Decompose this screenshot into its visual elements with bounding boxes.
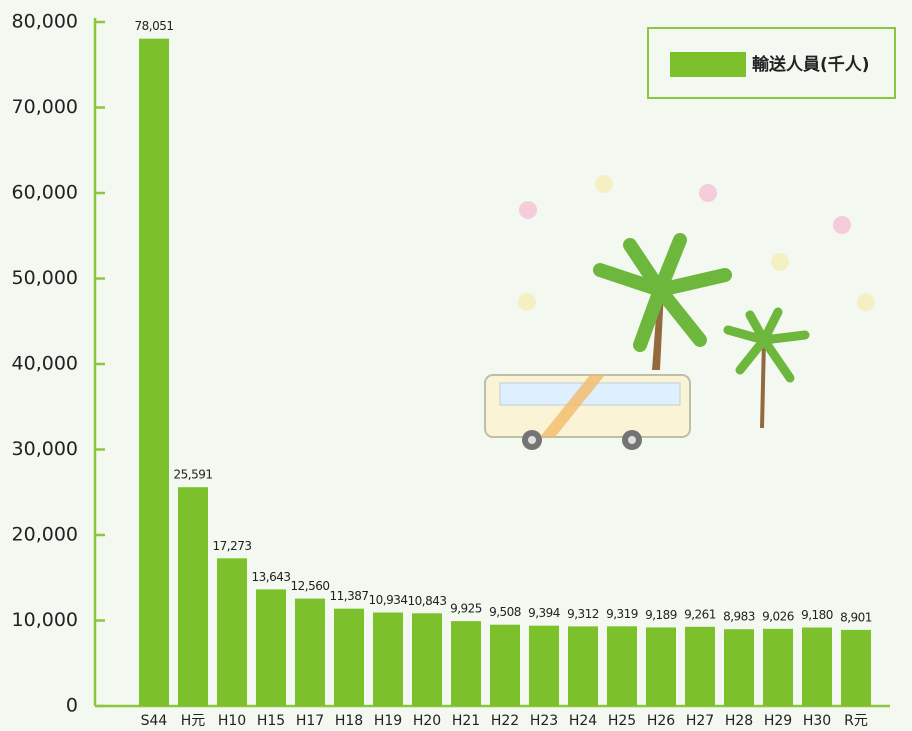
x-tick-label: H21 [452,713,480,729]
value-label: 11,387 [330,589,369,603]
x-tick-label: H15 [257,713,285,729]
x-tick-label: H10 [218,713,246,729]
bar [217,558,247,706]
value-label: 78,051 [135,19,174,33]
bar [802,627,832,706]
x-tick-label: H27 [686,713,714,729]
x-tick-label: H元 [181,713,206,729]
bar [529,625,559,706]
value-label: 10,843 [408,594,447,608]
legend-box [647,27,896,99]
x-tick-label: H19 [374,713,402,729]
x-tick-label: H26 [647,713,675,729]
bar [763,628,793,706]
y-tick-label: 20,000 [12,524,78,546]
value-label: 12,560 [291,579,330,593]
y-tick-label: 40,000 [12,353,78,375]
decoration [484,175,875,450]
value-label: 8,983 [723,610,755,624]
y-tick-label: 10,000 [12,609,78,631]
bar [256,589,286,706]
bar [490,624,520,706]
x-tick-label: H24 [569,713,597,729]
x-tick-label: S44 [141,713,168,729]
value-label: 13,643 [252,570,291,584]
value-label: 9,394 [528,606,560,620]
value-label: 10,934 [369,593,408,607]
y-tick-label: 80,000 [12,11,78,33]
legend-swatch [670,52,746,77]
bar [451,621,481,706]
value-label: 9,312 [567,607,599,621]
bar [295,598,325,706]
x-tick-label: H18 [335,713,363,729]
value-label: 9,925 [450,602,482,616]
y-tick-label: 70,000 [12,96,78,118]
bar [646,627,676,706]
value-label: 17,273 [213,539,252,553]
bar [139,38,169,707]
x-tick-label: H29 [764,713,792,729]
bar [412,613,442,706]
value-label: 8,901 [840,610,872,624]
x-tick-label: H30 [803,713,831,729]
bar [334,608,364,706]
y-tick-label: 0 [66,695,78,717]
value-label: 9,319 [606,607,638,621]
x-tick-label: H28 [725,713,753,729]
x-tick-label: H25 [608,713,636,729]
bar [568,626,598,706]
value-label: 9,189 [645,608,677,622]
bar [685,626,715,706]
x-tick-label: H23 [530,713,558,729]
value-label: 9,261 [684,607,716,621]
bar [373,612,403,706]
value-label: 9,026 [762,609,794,623]
y-tick-label: 60,000 [12,182,78,204]
x-tick-label: H22 [491,713,519,729]
value-label: 9,508 [489,605,521,619]
bar [841,629,871,706]
legend-label: 輸送人員(千人) [752,54,870,75]
x-tick-label: H20 [413,713,441,729]
x-tick-label: R元 [844,713,868,729]
bar [178,487,208,706]
bar [724,629,754,706]
value-label: 9,180 [801,608,833,622]
y-tick-label: 30,000 [12,438,78,460]
value-label: 25,591 [174,468,213,482]
x-tick-label: H17 [296,713,324,729]
y-tick-label: 50,000 [12,267,78,289]
bar [607,626,637,706]
